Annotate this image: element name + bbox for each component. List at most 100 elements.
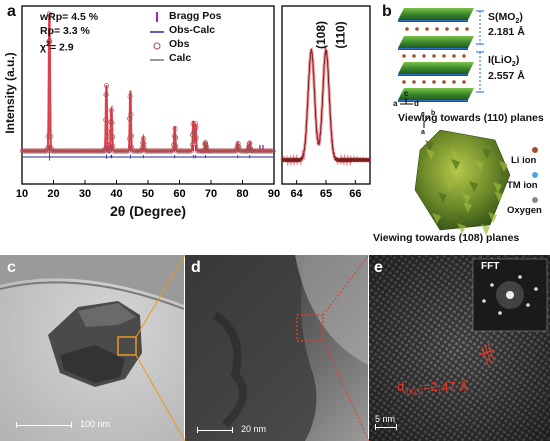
crystal-facet	[499, 161, 508, 172]
obs-point	[257, 148, 263, 154]
panel-letter-c: c	[7, 259, 16, 276]
obs-point	[270, 148, 276, 154]
i-layer-label: I(LiO2)	[488, 54, 520, 69]
obs-point	[120, 148, 126, 154]
crystal-facet	[451, 159, 460, 170]
obs-point	[239, 148, 245, 154]
obs-point	[235, 141, 241, 147]
obs-point	[86, 148, 92, 154]
obs-point	[180, 148, 186, 154]
obs-point	[182, 148, 188, 154]
legend-tm-sphere	[532, 172, 538, 178]
main-x-ticks	[21, 180, 275, 184]
main-x-tick-label: 70	[205, 188, 217, 200]
li-ion-atom	[455, 27, 459, 31]
obs-point	[194, 148, 200, 154]
obs-point	[154, 148, 160, 154]
obs-point	[203, 141, 209, 147]
legend-obs-symbol	[153, 42, 161, 50]
obs-point	[45, 133, 51, 139]
obs-point	[28, 148, 34, 154]
li-ion-atom	[462, 54, 466, 58]
obs-point	[124, 148, 130, 154]
obs-point	[256, 148, 262, 154]
obs-point	[176, 148, 182, 154]
obs-point	[228, 148, 234, 154]
li-ion-atom	[465, 27, 469, 31]
obs-point	[95, 148, 101, 154]
d-spacing-label: d(003)=2.47 Å	[397, 379, 469, 397]
crystal-facets	[425, 140, 509, 235]
obs-point	[179, 148, 185, 154]
crystal-facet	[462, 193, 471, 204]
obs-point	[72, 148, 78, 154]
obs-point	[56, 148, 62, 154]
obs-point	[68, 148, 74, 154]
obs-point	[160, 148, 166, 154]
obs-calc-spikes	[49, 151, 251, 161]
crystal-facet	[444, 171, 453, 182]
obs-point	[125, 148, 131, 154]
obs-point	[48, 133, 54, 139]
obs-point	[157, 148, 163, 154]
obs-point	[31, 148, 37, 154]
obs-point	[168, 148, 174, 154]
obs-point	[83, 148, 89, 154]
obs-point	[142, 148, 148, 154]
dspacing-line	[478, 349, 495, 356]
axis-d-label: d	[414, 99, 419, 108]
obs-point	[147, 148, 153, 154]
obs-point	[51, 148, 57, 154]
obs-point	[261, 148, 267, 154]
legend-bragg-label: Bragg Pos	[169, 10, 222, 22]
tem-image-c: c 100 nm	[0, 255, 184, 441]
obs-point	[224, 148, 230, 154]
obs-point	[259, 148, 265, 154]
obs-point	[133, 148, 139, 154]
li-ion-atom	[442, 80, 446, 84]
zoom-box-d	[296, 314, 324, 342]
obs-point	[146, 148, 152, 154]
obs-point	[75, 148, 81, 154]
crystal-facet	[456, 214, 465, 225]
fft-inset	[472, 258, 548, 332]
crystal-facet	[438, 192, 447, 203]
crystal-facet	[481, 224, 490, 235]
s-layer-value: 2.181 Å	[488, 26, 525, 38]
obs-point	[163, 148, 169, 154]
chi2-value: χ2= 2.9	[40, 41, 74, 54]
obs-point	[44, 148, 50, 154]
inset-calc-line	[281, 47, 371, 164]
obs-point	[109, 134, 115, 140]
obs-point	[141, 136, 147, 142]
obs-point	[127, 93, 133, 99]
li-ion-atom	[422, 54, 426, 58]
s-layer-label: S(MO2)	[488, 11, 523, 26]
wrp-value: wRp= 4.5 %	[40, 11, 99, 23]
obs-point	[21, 148, 27, 154]
crystal-cluster	[414, 129, 511, 235]
obs-point	[207, 148, 213, 154]
obs-point	[193, 125, 199, 131]
scalebar-d	[197, 427, 233, 433]
obs-point	[136, 148, 142, 154]
scalebar-e-label: 5 nm	[375, 414, 396, 424]
obs-point	[92, 148, 98, 154]
obs-point	[212, 148, 218, 154]
obs-point	[70, 148, 76, 154]
li-ion-atom	[415, 27, 419, 31]
i-layer-value: 2.557 Å	[488, 70, 525, 82]
obs-point	[53, 148, 59, 154]
crystal-facet	[500, 170, 509, 181]
slab-1	[398, 8, 474, 22]
obs-point	[217, 148, 223, 154]
obs-point	[250, 148, 256, 154]
inset-x-ticks	[296, 180, 356, 184]
obs-point	[155, 148, 161, 154]
obs-point	[144, 148, 150, 154]
obs-point	[205, 148, 211, 154]
crystal-facet	[457, 223, 466, 234]
slab-4	[398, 88, 474, 102]
legend-li-label: Li ion	[511, 155, 537, 166]
crystal-facet	[463, 202, 472, 213]
